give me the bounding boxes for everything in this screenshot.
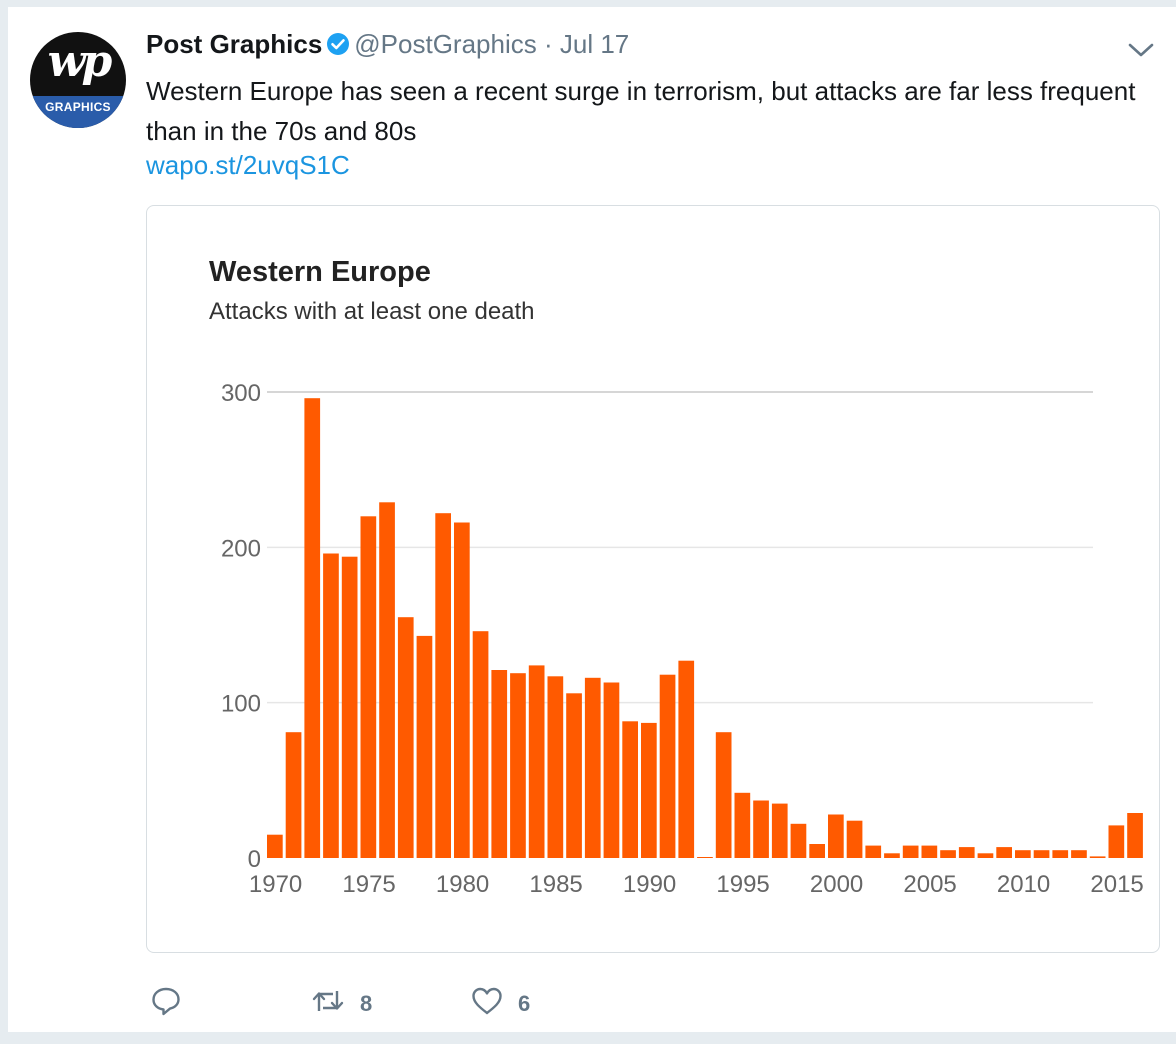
x-tick-label: 1995	[716, 871, 769, 898]
tweet-link[interactable]: wapo.st/2uvqS1C	[146, 150, 350, 180]
reply-button[interactable]	[150, 985, 182, 1022]
x-tick-label: 1980	[436, 871, 489, 898]
bar	[304, 398, 321, 858]
avatar[interactable]: wp GRAPHICS	[30, 32, 126, 128]
y-tick-label: 200	[221, 535, 261, 562]
bar	[715, 732, 732, 858]
bar	[435, 513, 451, 858]
bar	[734, 792, 751, 858]
chart-subtitle: Attacks with at least one death	[209, 298, 535, 325]
bar	[641, 722, 657, 858]
bar	[865, 845, 882, 858]
bar	[1033, 850, 1050, 858]
bar	[1071, 850, 1087, 858]
bar	[678, 660, 695, 858]
avatar-band-text: GRAPHICS	[45, 100, 111, 114]
x-tick-label: 2010	[997, 871, 1050, 898]
bar	[603, 682, 620, 858]
x-tick-label: 2005	[903, 871, 956, 898]
bar	[753, 800, 769, 858]
bar	[1108, 825, 1125, 858]
bar	[902, 845, 919, 858]
tweet-text: Western Europe has seen a recent surge i…	[146, 76, 1136, 146]
bar	[566, 693, 582, 858]
bar	[267, 834, 283, 858]
avatar-logo-text: wp	[47, 36, 113, 87]
bar	[584, 677, 601, 858]
bar	[1052, 850, 1069, 858]
heart-icon	[470, 985, 504, 1022]
bar	[510, 673, 526, 858]
bar	[958, 847, 975, 858]
bar	[397, 617, 414, 858]
bar	[1015, 850, 1031, 858]
bar	[1089, 856, 1106, 858]
bar	[771, 803, 788, 858]
bar	[977, 853, 994, 858]
chart-title: Western Europe	[209, 256, 431, 288]
bar	[697, 857, 713, 858]
bar	[828, 814, 844, 858]
retweet-count: 8	[360, 990, 373, 1016]
bar	[341, 556, 358, 858]
tweet-header: Post Graphics @PostGraphics · Jul 17	[146, 29, 629, 63]
bar	[360, 516, 377, 858]
verified-badge-icon	[326, 32, 350, 63]
tweet[interactable]: wp GRAPHICS Post Graphics @PostGraphics ·…	[8, 6, 1176, 1032]
bar	[416, 635, 433, 858]
media-card[interactable]: Western Europe Attacks with at least one…	[146, 205, 1160, 953]
y-tick-label: 100	[221, 691, 261, 718]
bar	[547, 676, 564, 858]
x-tick-label: 1975	[342, 871, 395, 898]
bar	[790, 823, 807, 858]
bar-chart: 0 100 200 300 1970 1975 1980 1985 1990 1995 2000 20…	[221, 380, 1144, 898]
tweet-date[interactable]: Jul 17	[559, 29, 630, 59]
retweet-button[interactable]: 8	[310, 985, 372, 1022]
bar	[528, 665, 545, 858]
avatar-band	[30, 96, 126, 128]
bar	[921, 845, 938, 858]
x-tick-label: 1990	[623, 871, 676, 898]
bar	[809, 844, 825, 858]
y-tick-label: 300	[221, 380, 261, 407]
bar	[379, 502, 395, 858]
bar	[884, 853, 900, 858]
author-handle[interactable]: @PostGraphics	[354, 29, 537, 59]
x-tick-label: 1970	[249, 871, 302, 898]
reply-icon	[150, 985, 182, 1022]
bar	[323, 553, 339, 858]
bar	[1127, 813, 1143, 858]
bar	[491, 670, 508, 858]
x-tick-label: 1985	[529, 871, 582, 898]
bar	[940, 850, 956, 858]
bar	[622, 721, 638, 858]
retweet-icon	[310, 985, 346, 1022]
header-separator: ·	[543, 29, 553, 59]
chevron-down-icon[interactable]	[1126, 39, 1156, 66]
x-tick-label: 2000	[810, 871, 863, 898]
bar	[846, 820, 863, 858]
bar	[285, 732, 302, 858]
bar	[996, 847, 1012, 858]
author-name[interactable]: Post Graphics	[146, 29, 323, 59]
like-button[interactable]: 6	[470, 985, 530, 1022]
like-count: 6	[518, 990, 531, 1016]
bar	[472, 631, 489, 858]
y-tick-label: 0	[248, 846, 261, 873]
bar	[659, 674, 676, 858]
x-tick-label: 2015	[1090, 871, 1143, 898]
bar	[454, 522, 470, 858]
